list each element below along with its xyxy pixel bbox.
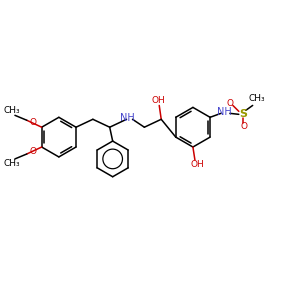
Text: O: O [29, 148, 36, 157]
Text: O: O [240, 122, 247, 131]
Text: CH₃: CH₃ [248, 94, 265, 103]
Text: OH: OH [191, 160, 205, 169]
Text: OH: OH [152, 96, 165, 105]
Text: CH₃: CH₃ [4, 159, 20, 168]
Text: O: O [29, 118, 36, 127]
Text: O: O [226, 99, 233, 108]
Text: NH: NH [217, 107, 231, 117]
Text: NH: NH [120, 113, 135, 123]
Text: CH₃: CH₃ [4, 106, 20, 115]
Text: S: S [239, 109, 247, 119]
